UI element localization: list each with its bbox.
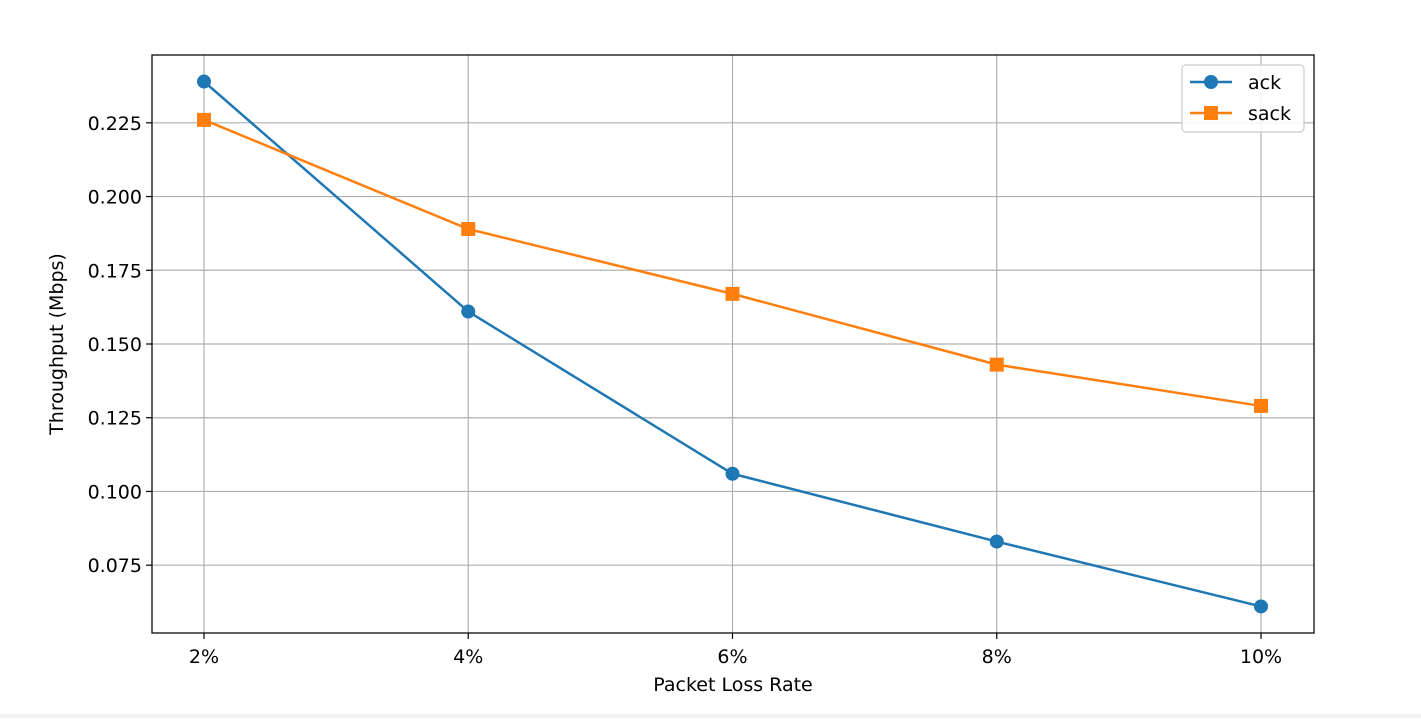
- y-tick-label: 0.175: [88, 260, 142, 282]
- data-point-sack: [461, 221, 476, 236]
- series-ack: [197, 74, 1268, 614]
- legend-entry-sack: sack: [1190, 103, 1291, 125]
- legend-marker-ack: [1204, 75, 1218, 89]
- y-tick-label: 0.150: [88, 334, 142, 356]
- x-tick-label: 4%: [453, 646, 483, 668]
- y-tick-label: 0.200: [88, 187, 142, 209]
- legend-label-ack: ack: [1248, 72, 1281, 94]
- legend-marker-sack: [1204, 106, 1218, 120]
- x-tick-label: 10%: [1240, 646, 1282, 668]
- data-point-ack: [197, 74, 211, 89]
- y-tick-label: 0.100: [88, 481, 142, 503]
- data-point-ack: [1254, 599, 1268, 614]
- x-tick-label: 6%: [717, 646, 747, 668]
- legend-entry-ack: ack: [1190, 72, 1281, 94]
- data-point-ack: [461, 304, 476, 319]
- data-point-sack: [989, 357, 1004, 372]
- y-tick-label: 0.075: [88, 555, 142, 577]
- grid-layer: [152, 55, 1314, 633]
- data-point-sack: [725, 286, 740, 301]
- x-axis-label: Packet Loss Rate: [653, 674, 812, 696]
- data-point-sack: [1254, 398, 1268, 413]
- x-tick-label: 8%: [982, 646, 1012, 668]
- ticks-layer: 2% 4% 6% 8% 10% 0.075 0.100 0.125 0.150 0.175 0.20…: [88, 113, 1283, 668]
- bottom-strip: [0, 714, 1421, 718]
- data-point-sack: [197, 112, 211, 127]
- y-axis-label: Throughput (Mbps): [46, 253, 68, 436]
- legend: ack sack: [1181, 64, 1305, 133]
- x-tick-label: 2%: [189, 646, 219, 668]
- y-tick-label: 0.225: [88, 113, 142, 135]
- data-point-ack: [989, 534, 1004, 549]
- series-sack: [197, 112, 1268, 413]
- legend-label-sack: sack: [1248, 103, 1291, 125]
- series-layer: [197, 74, 1268, 614]
- data-point-ack: [725, 466, 740, 481]
- y-tick-label: 0.125: [88, 408, 142, 430]
